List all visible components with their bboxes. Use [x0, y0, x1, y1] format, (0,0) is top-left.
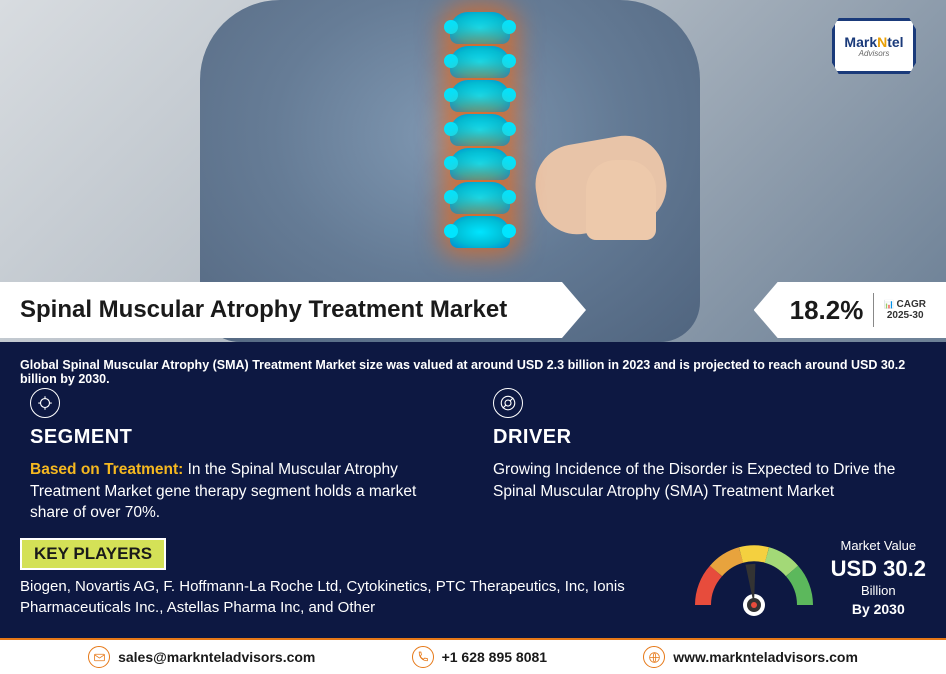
mv-year: By 2030 — [831, 600, 926, 618]
driver-heading: DRIVER — [493, 426, 916, 449]
footer-phone[interactable]: +1 628 895 8081 — [412, 646, 548, 668]
vertebra — [450, 12, 510, 44]
driver-icon — [493, 388, 523, 418]
brand-logo: MarkNtel Advisors — [832, 18, 916, 74]
segment-highlight: Based on Treatment: — [30, 461, 183, 478]
segment-icon — [30, 388, 60, 418]
segment-column: SEGMENT Based on Treatment: In the Spina… — [30, 382, 453, 524]
market-value-block: Market Value USD 30.2 Billion By 2030 — [691, 538, 926, 619]
key-players-row: KEY PLAYERS Biogen, Novartis AG, F. Hoff… — [20, 538, 926, 619]
gauge-chart — [691, 542, 817, 614]
footer-email[interactable]: sales@marknteladvisors.com — [88, 646, 315, 668]
cagr-box: 18.2% CAGR 2025-30 — [754, 282, 946, 338]
cagr-meta: CAGR 2025-30 — [884, 299, 926, 321]
mv-unit: Billion — [831, 583, 926, 600]
cagr-label: CAGR — [884, 299, 926, 310]
vertebra — [450, 114, 510, 146]
vertebra — [450, 46, 510, 78]
spine-illustration — [420, 10, 540, 290]
phone-text: +1 628 895 8081 — [442, 649, 548, 665]
vertebra — [450, 216, 510, 248]
logo-part2: tel — [887, 34, 903, 50]
mv-label: Market Value — [831, 538, 926, 555]
mv-value: USD 30.2 — [831, 555, 926, 584]
logo-subtitle: Advisors — [859, 49, 890, 58]
footer: sales@marknteladvisors.com +1 628 895 80… — [0, 638, 946, 674]
logo-part1: Mark — [844, 34, 877, 50]
vertebra — [450, 182, 510, 214]
hand-illustration — [586, 160, 656, 240]
page-title: Spinal Muscular Atrophy Treatment Market — [20, 296, 507, 324]
vertebra — [450, 80, 510, 112]
cagr-period: 2025-30 — [887, 310, 924, 321]
vertebra — [450, 148, 510, 180]
phone-icon — [412, 646, 434, 668]
key-players-badge: KEY PLAYERS — [20, 538, 166, 570]
footer-website[interactable]: www.marknteladvisors.com — [643, 646, 858, 668]
driver-text: Growing Incidence of the Disorder is Exp… — [493, 459, 916, 502]
key-players-text: Biogen, Novartis AG, F. Hoffmann-La Roch… — [20, 576, 661, 618]
key-players-block: KEY PLAYERS Biogen, Novartis AG, F. Hoff… — [20, 538, 661, 618]
logo-n: N — [877, 34, 887, 50]
email-text: sales@marknteladvisors.com — [118, 649, 315, 665]
driver-column: DRIVER Growing Incidence of the Disorder… — [493, 382, 916, 524]
title-box: Spinal Muscular Atrophy Treatment Market — [0, 282, 586, 338]
title-bar: Spinal Muscular Atrophy Treatment Market — [0, 282, 586, 338]
globe-icon — [643, 646, 665, 668]
segment-heading: SEGMENT — [30, 426, 453, 449]
logo-text: MarkNtel — [844, 35, 903, 49]
website-text: www.marknteladvisors.com — [673, 649, 858, 665]
divider — [873, 293, 874, 327]
infographic-container: MarkNtel Advisors Spinal Muscular Atroph… — [0, 0, 946, 674]
email-icon — [88, 646, 110, 668]
segment-text: Based on Treatment: In the Spinal Muscul… — [30, 459, 453, 524]
market-value-text: Market Value USD 30.2 Billion By 2030 — [831, 538, 926, 619]
cagr-value: 18.2% — [790, 295, 864, 326]
content-row: SEGMENT Based on Treatment: In the Spina… — [0, 382, 946, 524]
